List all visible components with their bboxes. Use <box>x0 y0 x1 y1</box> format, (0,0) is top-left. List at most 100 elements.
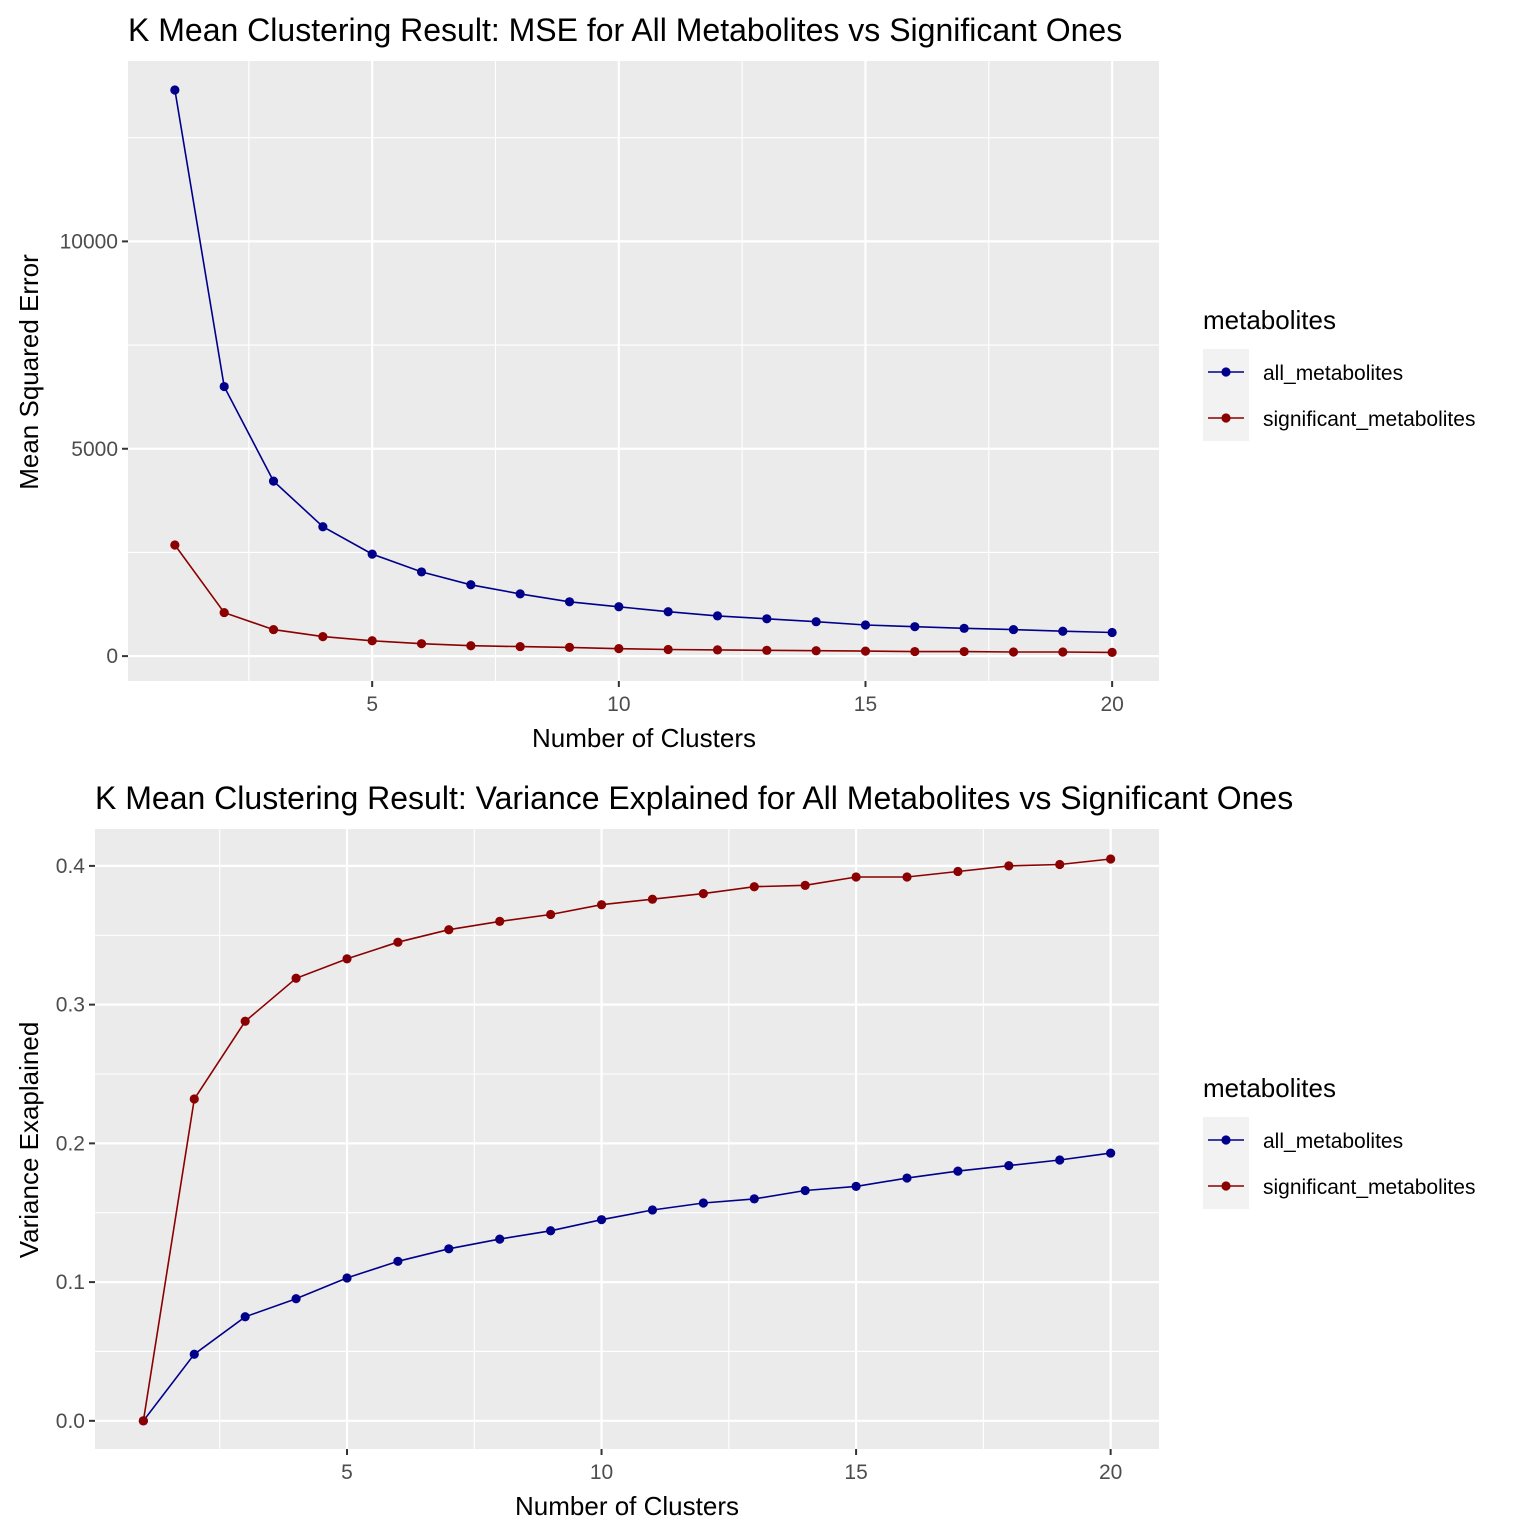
mse-chart: K Mean Clustering Result: MSE for All Me… <box>14 12 1475 753</box>
data-point-significant-metabolites <box>240 1016 250 1026</box>
data-point-all-metabolites <box>811 617 821 627</box>
chart-title: K Mean Clustering Result: MSE for All Me… <box>128 12 1122 48</box>
plot-panel: 5 10 15 20 0 5000 10000 <box>60 61 1159 716</box>
data-point-significant-metabolites <box>749 882 759 892</box>
legend-title: metabolites <box>1203 305 1336 335</box>
data-point-all-metabolites <box>268 476 279 486</box>
data-point-all-metabolites <box>342 1273 352 1283</box>
data-point-all-metabolites <box>1008 624 1019 635</box>
data-point-all-metabolites <box>851 1181 861 1191</box>
data-point-significant-metabolites <box>811 646 821 656</box>
x-tick-label: 10 <box>607 693 630 716</box>
variance-chart-svg: K Mean Clustering Result: Variance Expla… <box>14 780 1475 1521</box>
series-line-significant-metabolites <box>142 858 1111 1421</box>
legend-key-point-all-metabolites <box>1221 367 1231 377</box>
data-point-significant-metabolites <box>367 636 377 646</box>
data-point-significant-metabolites <box>698 889 708 899</box>
data-point-significant-metabolites <box>515 641 525 652</box>
data-point-significant-metabolites <box>393 937 403 947</box>
legend-title: metabolites <box>1203 1073 1336 1103</box>
legend-label-all-metabolites: all_metabolites <box>1263 362 1403 385</box>
data-point-significant-metabolites <box>860 646 871 656</box>
data-point-all-metabolites <box>466 580 476 590</box>
data-point-all-metabolites <box>170 85 180 95</box>
data-point-significant-metabolites <box>1106 854 1116 864</box>
x-tick-label: 5 <box>341 1461 353 1484</box>
data-point-significant-metabolites <box>495 916 505 926</box>
data-point-significant-metabolites <box>596 900 607 910</box>
y-axis-label: Mean Squared Error <box>14 254 44 490</box>
data-point-significant-metabolites <box>712 645 723 655</box>
mse-chart-svg: K Mean Clustering Result: MSE for All Me… <box>14 12 1475 753</box>
y-axis-label: Variance Exaplained <box>14 1022 44 1259</box>
legend-key-point-significant-metabolites <box>1221 413 1231 423</box>
data-point-significant-metabolites <box>219 607 229 618</box>
data-point-all-metabolites <box>219 381 229 392</box>
legend-label-all-metabolites: all_metabolites <box>1263 1130 1403 1153</box>
data-point-significant-metabolites <box>910 646 920 657</box>
data-point-all-metabolites <box>546 1226 556 1236</box>
data-point-significant-metabolites <box>444 925 454 935</box>
data-point-all-metabolites <box>1058 626 1068 636</box>
data-point-all-metabolites <box>291 1294 301 1304</box>
legend-keys <box>1203 349 1249 441</box>
data-point-all-metabolites <box>902 1173 912 1183</box>
data-point-significant-metabolites <box>1008 647 1019 657</box>
data-point-all-metabolites <box>515 589 525 599</box>
data-point-all-metabolites <box>367 549 377 559</box>
data-point-all-metabolites <box>318 522 328 532</box>
legend: metabolites all_metabolites significant_… <box>1203 1073 1475 1209</box>
data-point-significant-metabolites <box>953 866 963 877</box>
legend-key-point-significant-metabolites <box>1221 1181 1231 1191</box>
data-point-significant-metabolites <box>959 646 969 657</box>
data-point-all-metabolites <box>647 1205 658 1215</box>
data-point-all-metabolites <box>762 614 772 624</box>
data-point-significant-metabolites <box>546 909 556 920</box>
x-tick-label: 15 <box>844 1461 867 1484</box>
data-point-significant-metabolites <box>268 624 279 635</box>
data-point-significant-metabolites <box>1107 647 1117 657</box>
data-point-all-metabolites <box>596 1215 607 1225</box>
panel-background <box>128 61 1159 681</box>
data-point-all-metabolites <box>663 607 673 617</box>
data-point-all-metabolites <box>953 1166 963 1176</box>
y-tick-label: 10000 <box>60 230 118 253</box>
data-point-significant-metabolites <box>762 645 772 655</box>
data-point-significant-metabolites <box>342 954 352 964</box>
legend-label-significant-metabolites: significant_metabolites <box>1263 1176 1475 1199</box>
data-point-significant-metabolites <box>318 632 328 642</box>
y-tick-label: 0 <box>106 645 118 668</box>
data-point-significant-metabolites <box>1004 861 1014 871</box>
panel-background <box>95 829 1159 1449</box>
data-point-significant-metabolites <box>189 1094 199 1104</box>
data-point-all-metabolites <box>1107 627 1117 638</box>
data-point-all-metabolites <box>1055 1155 1065 1165</box>
x-tick-label: 5 <box>366 693 378 716</box>
data-point-significant-metabolites <box>614 644 624 654</box>
data-point-significant-metabolites <box>851 872 861 882</box>
legend-label-significant-metabolites: significant_metabolites <box>1263 408 1475 431</box>
variance-chart: K Mean Clustering Result: Variance Expla… <box>0 768 1536 1536</box>
plot-panel: 5 10 15 20 0.0 0.1 0.2 0.3 0.4 <box>56 829 1159 1484</box>
data-point-all-metabolites <box>240 1312 250 1322</box>
data-point-significant-metabolites <box>416 639 427 649</box>
data-point-significant-metabolites <box>647 894 658 904</box>
data-point-all-metabolites <box>1106 1148 1116 1158</box>
data-point-all-metabolites <box>416 567 427 577</box>
x-tick-label: 20 <box>1100 693 1123 716</box>
data-point-all-metabolites <box>495 1234 505 1244</box>
data-point-all-metabolites <box>860 620 871 630</box>
data-point-all-metabolites <box>749 1194 759 1204</box>
series-line-significant-metabolites <box>174 544 1113 654</box>
data-point-significant-metabolites <box>800 880 810 890</box>
data-point-all-metabolites <box>1004 1160 1014 1171</box>
data-point-significant-metabolites <box>902 872 912 882</box>
legend-key-point-all-metabolites <box>1221 1135 1231 1145</box>
data-point-all-metabolites <box>910 622 920 632</box>
x-tick-label: 15 <box>854 693 877 716</box>
y-tick-label: 0.2 <box>56 1132 85 1155</box>
data-point-all-metabolites <box>959 623 969 633</box>
data-point-significant-metabolites <box>291 973 301 983</box>
data-point-all-metabolites <box>564 597 575 607</box>
data-point-significant-metabolites <box>564 642 575 653</box>
